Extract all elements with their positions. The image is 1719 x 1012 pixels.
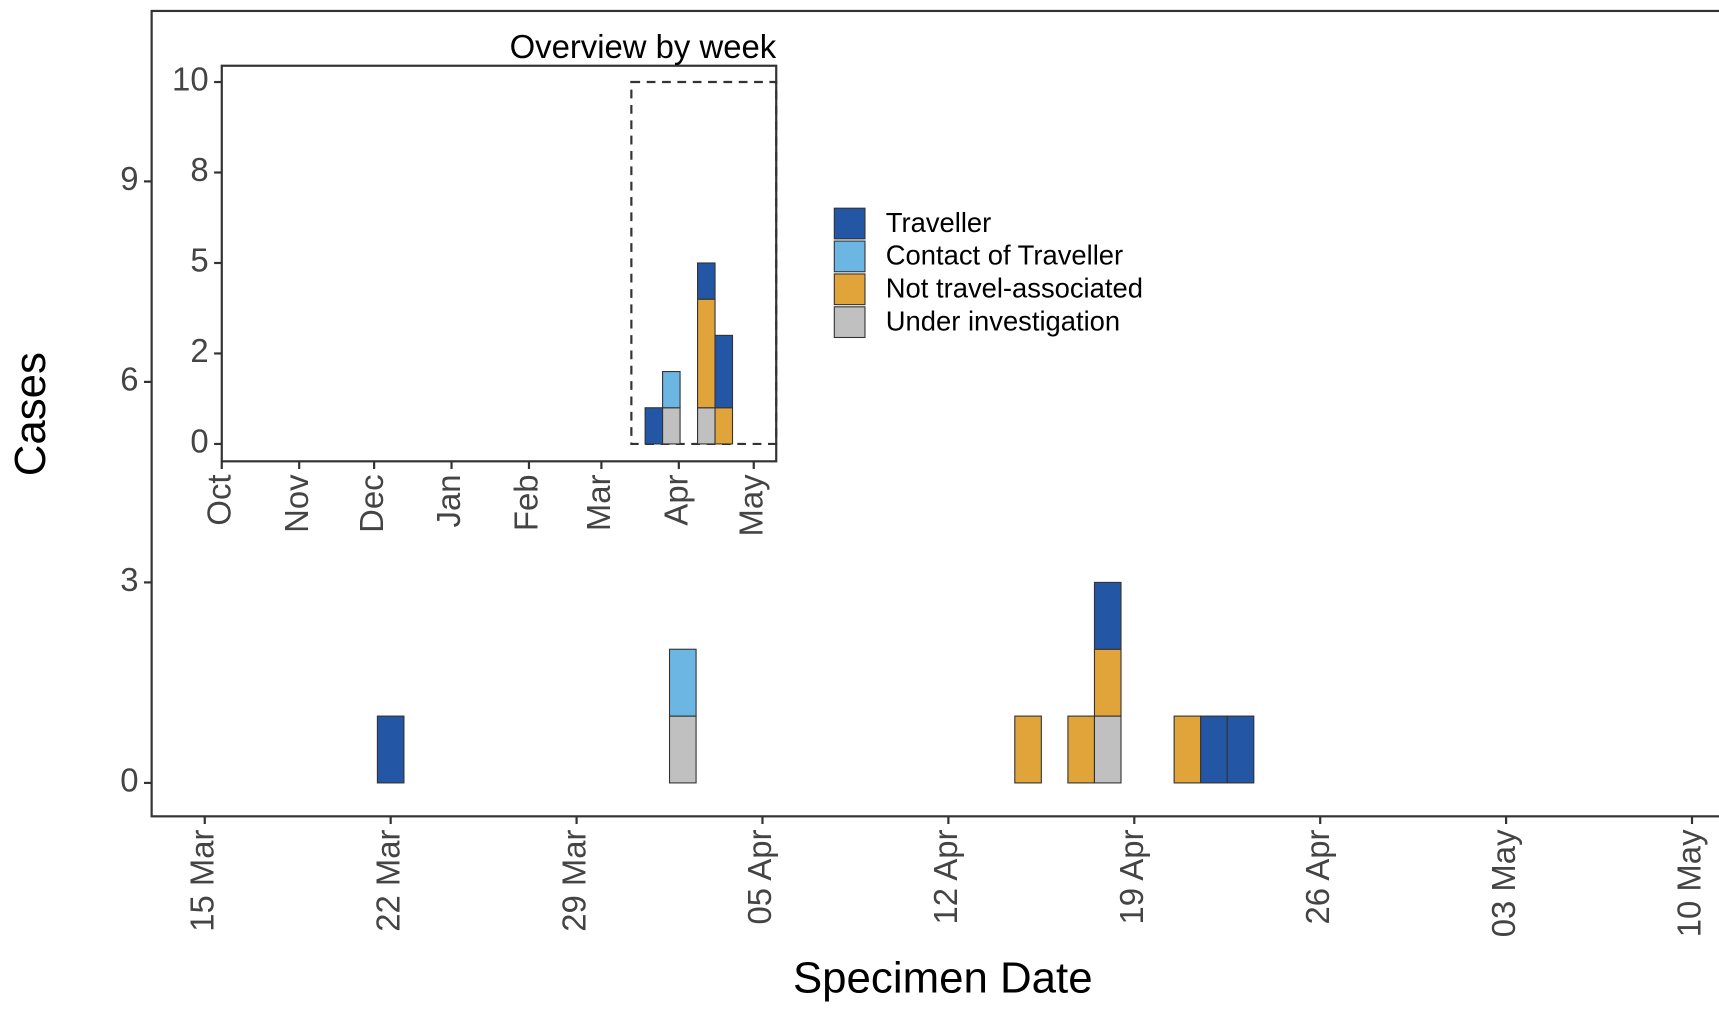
y-axis-label: Cases <box>6 352 55 476</box>
legend-key <box>833 207 866 240</box>
main-bar <box>1014 715 1042 784</box>
legend-key <box>833 240 866 273</box>
inset-x-tick-label: Oct <box>200 474 237 525</box>
inset-y-tick-label: 5 <box>190 242 208 279</box>
zoom-box <box>630 80 778 446</box>
main-x-tick-label: 26 Apr <box>1299 829 1336 924</box>
main-bar <box>376 715 405 784</box>
legend-label: Contact of Traveller <box>886 240 1123 271</box>
main-x-tick-label: 19 Apr <box>1113 829 1150 924</box>
main-y-tick-label: 0 <box>120 762 138 799</box>
inset-bar <box>714 407 734 445</box>
legend-label: Traveller <box>886 207 991 238</box>
legend-label: Under investigation <box>886 305 1120 336</box>
inset-bar <box>662 407 681 445</box>
main-bar <box>1093 648 1122 717</box>
main-bar <box>1226 715 1255 784</box>
inset-y-tick-label: 8 <box>190 151 208 188</box>
inset-bar <box>697 262 716 300</box>
main-x-tick-label: 03 May <box>1485 829 1522 937</box>
main-x-tick-label: 10 May <box>1671 829 1708 937</box>
main-x-tick-label: 05 Apr <box>741 829 778 924</box>
main-bar <box>668 715 697 784</box>
inset-bar <box>644 407 664 445</box>
inset-x-tick-label: Jan <box>430 474 467 527</box>
main-panel <box>150 9 1719 818</box>
inset-panel <box>220 64 778 463</box>
inset-x-tick-label: Feb <box>508 474 545 531</box>
main-bar <box>1200 715 1228 784</box>
x-axis-label: Specimen Date <box>793 953 1093 1002</box>
inset-x-tick-label: Dec <box>353 474 390 532</box>
main-x-tick-label: 29 Mar <box>555 829 592 931</box>
inset-y-tick-label: 2 <box>190 332 208 369</box>
inset-x-tick-label: May <box>732 474 769 537</box>
inset-x-tick-label: Mar <box>580 474 617 531</box>
main-bar <box>1093 581 1122 650</box>
main-y-tick-label: 3 <box>120 561 138 598</box>
inset-title: Overview by week <box>510 28 777 65</box>
main-bar <box>668 648 697 717</box>
legend-label: Not travel-associated <box>886 273 1143 304</box>
main-bar <box>1067 715 1096 784</box>
main-bar <box>1173 715 1202 784</box>
inset-x-tick-label: Apr <box>658 474 695 525</box>
main-x-tick-label: 15 Mar <box>183 829 220 931</box>
legend-key <box>833 273 866 306</box>
inset-x-tick-label: Nov <box>278 474 315 533</box>
inset-bar <box>662 371 681 409</box>
main-x-tick-label: 12 Apr <box>927 829 964 924</box>
main-x-tick-label: 22 Mar <box>369 829 406 931</box>
inset-bar <box>714 334 734 409</box>
main-y-tick-label: 9 <box>120 160 138 197</box>
legend-key <box>833 306 866 339</box>
inset-bar <box>697 407 716 445</box>
inset-y-tick-label: 10 <box>172 61 209 98</box>
inset-bar <box>697 298 716 409</box>
inset-y-tick-label: 0 <box>190 423 208 460</box>
main-bar <box>1093 715 1122 784</box>
main-y-tick-label: 6 <box>120 361 138 398</box>
